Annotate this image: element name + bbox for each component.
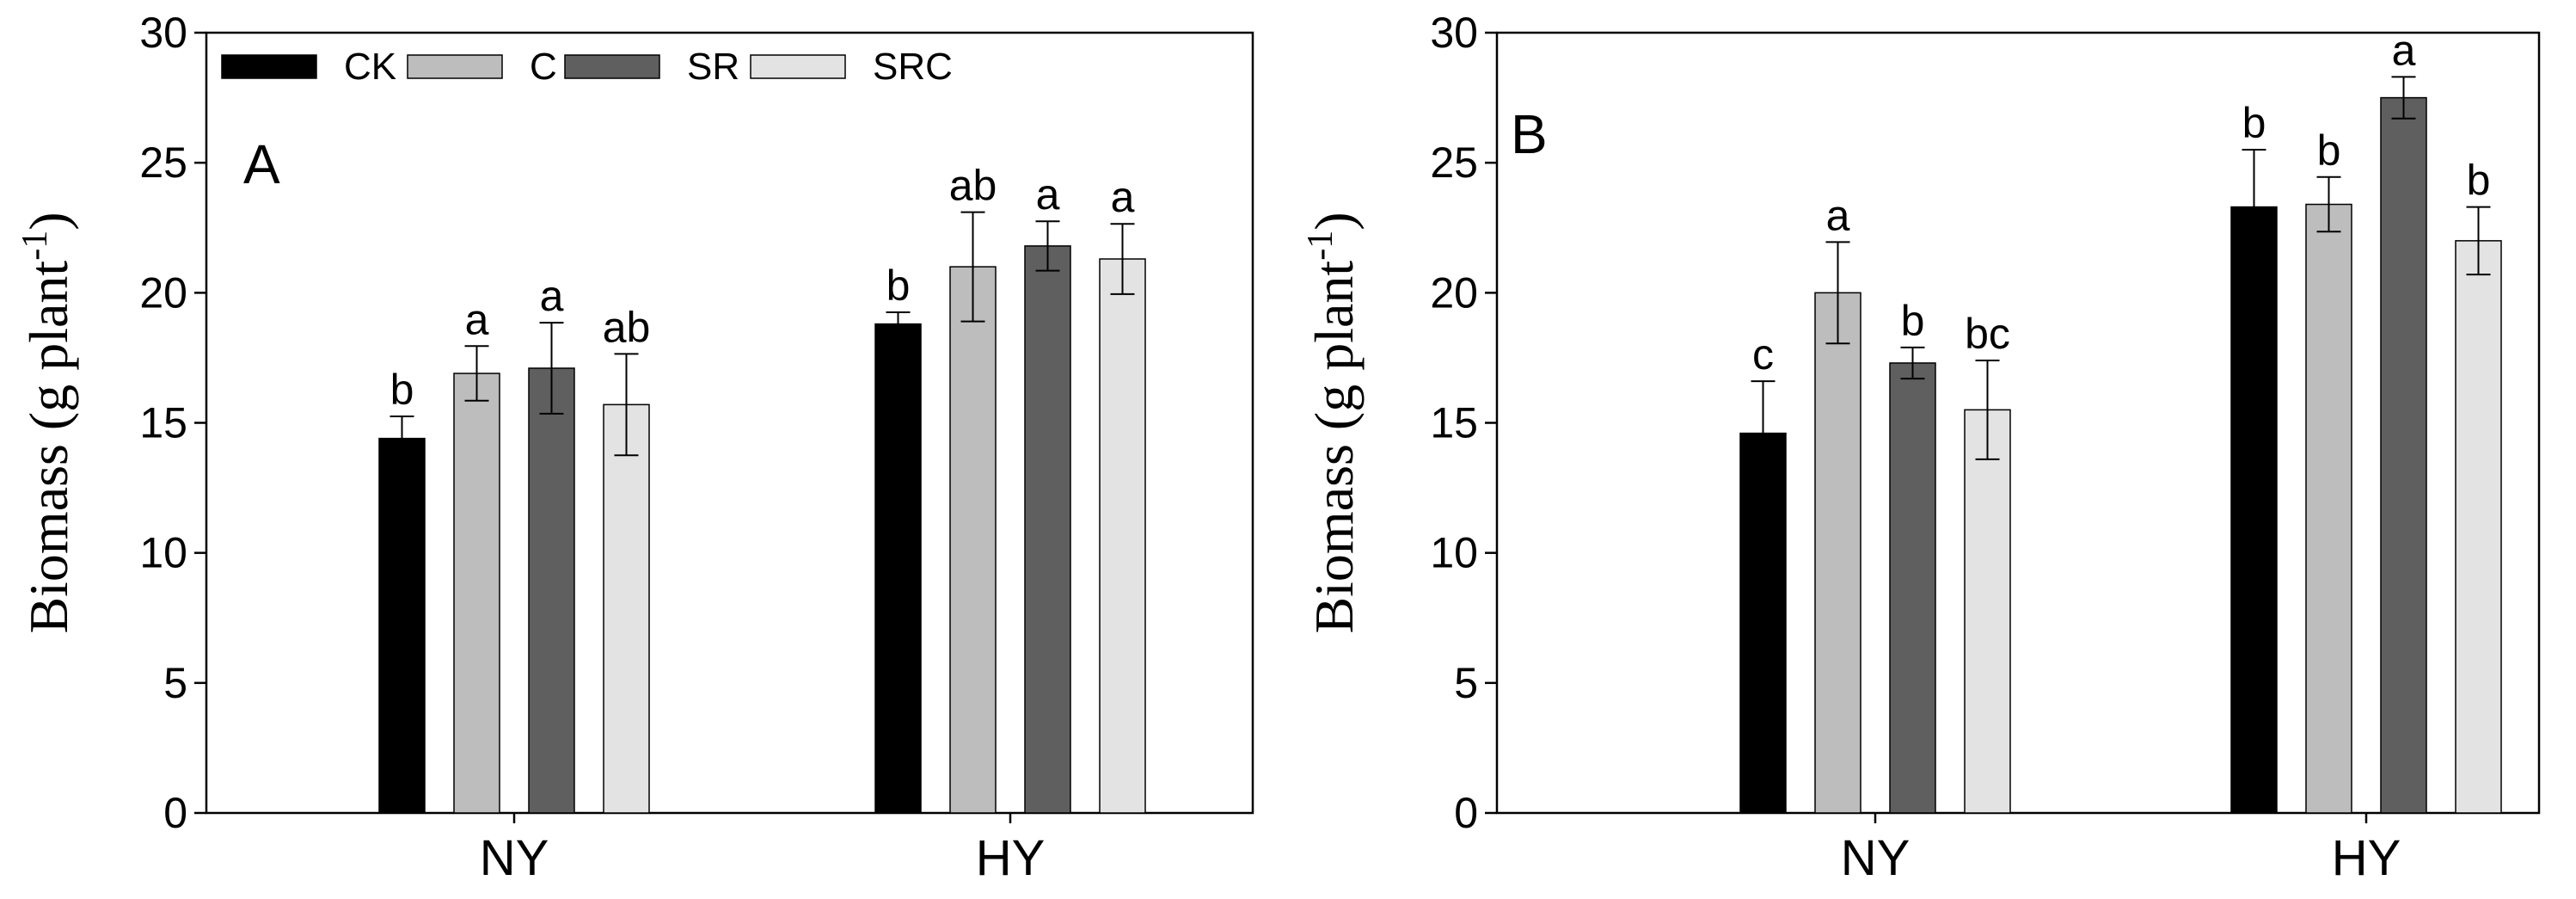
x-category-label: NY [480,830,549,886]
bar-sr [1024,245,1071,814]
panel-label: A [243,133,280,195]
significance-letter: b [2242,99,2266,147]
significance-letter: b [886,262,911,310]
y-tick-label: 30 [1430,9,1478,57]
panel-label: B [1511,103,1548,165]
bar-c [2305,203,2352,814]
x-category-label: HY [976,830,1046,886]
significance-letter: ab [949,162,997,210]
bar-c [949,266,997,814]
bar-src [2455,240,2502,814]
y-tick-label: 0 [163,789,187,837]
significance-letter: b [2317,126,2341,175]
y-tick-label: 5 [163,659,187,707]
bar-src [1099,258,1146,814]
legend-swatch-ck [221,54,317,79]
legend-label-sr: SR [687,46,739,88]
bar-ck [874,323,922,814]
bar-sr [528,367,575,814]
significance-letter: c [1752,330,1774,379]
bar-ck [1739,432,1787,814]
y-axis-label-close: ) [18,212,79,230]
y-tick-label: 15 [1430,399,1478,447]
y-axis-label-superscript: -1 [1301,231,1340,261]
x-category-label: HY [2332,830,2401,886]
legend: CK C SR SRC [221,46,953,88]
y-axis-label-main: Biomass (g plant [18,261,79,634]
significance-letter: ab [603,303,651,351]
plot-frame [205,31,1254,815]
legend-swatch-c [407,54,503,79]
significance-letter: a [540,272,564,320]
significance-letter: b [2467,157,2491,205]
legend-swatch-src [750,54,846,79]
y-tick-label: 25 [1430,139,1478,187]
legend-label-ck: CK [344,46,396,88]
significance-letter: b [390,366,414,414]
y-axis-label: Biomass (g plant-1) [1301,212,1365,633]
y-tick-label: 30 [139,9,187,57]
bar-src [1964,409,2011,814]
bar-ck [2230,206,2278,814]
significance-letter: a [1036,170,1060,219]
significance-letter: a [1826,191,1850,239]
y-tick-label: 10 [1430,529,1478,577]
y-tick-label: 0 [1454,789,1478,837]
bar-sr [1889,362,1936,814]
significance-letter: bc [1965,310,2010,358]
y-tick-label: 20 [139,268,187,317]
y-tick-label: 25 [139,139,187,187]
significance-letter: a [1111,173,1135,221]
bar-c [1814,292,1861,814]
y-axis-label-superscript: -1 [15,231,55,261]
significance-letter: b [1901,297,1925,345]
significance-letter: a [2392,26,2416,74]
significance-letter: a [465,295,489,343]
legend-label-src: SRC [873,46,953,88]
y-axis-label-close: ) [1303,212,1365,230]
bar-c [453,373,500,814]
y-tick-label: 15 [139,399,187,447]
y-axis-label: Biomass (g plant-1) [15,212,79,633]
bar-sr [2380,96,2427,814]
legend-label-c: C [530,46,557,88]
bar-src [603,403,650,814]
bar-ck [378,437,426,814]
y-tick-label: 5 [1454,659,1478,707]
y-tick-label: 20 [1430,268,1478,317]
x-category-label: NY [1841,830,1911,886]
y-axis-label-main: Biomass (g plant [1303,261,1365,634]
legend-swatch-sr [564,54,660,79]
y-tick-label: 10 [139,529,187,577]
